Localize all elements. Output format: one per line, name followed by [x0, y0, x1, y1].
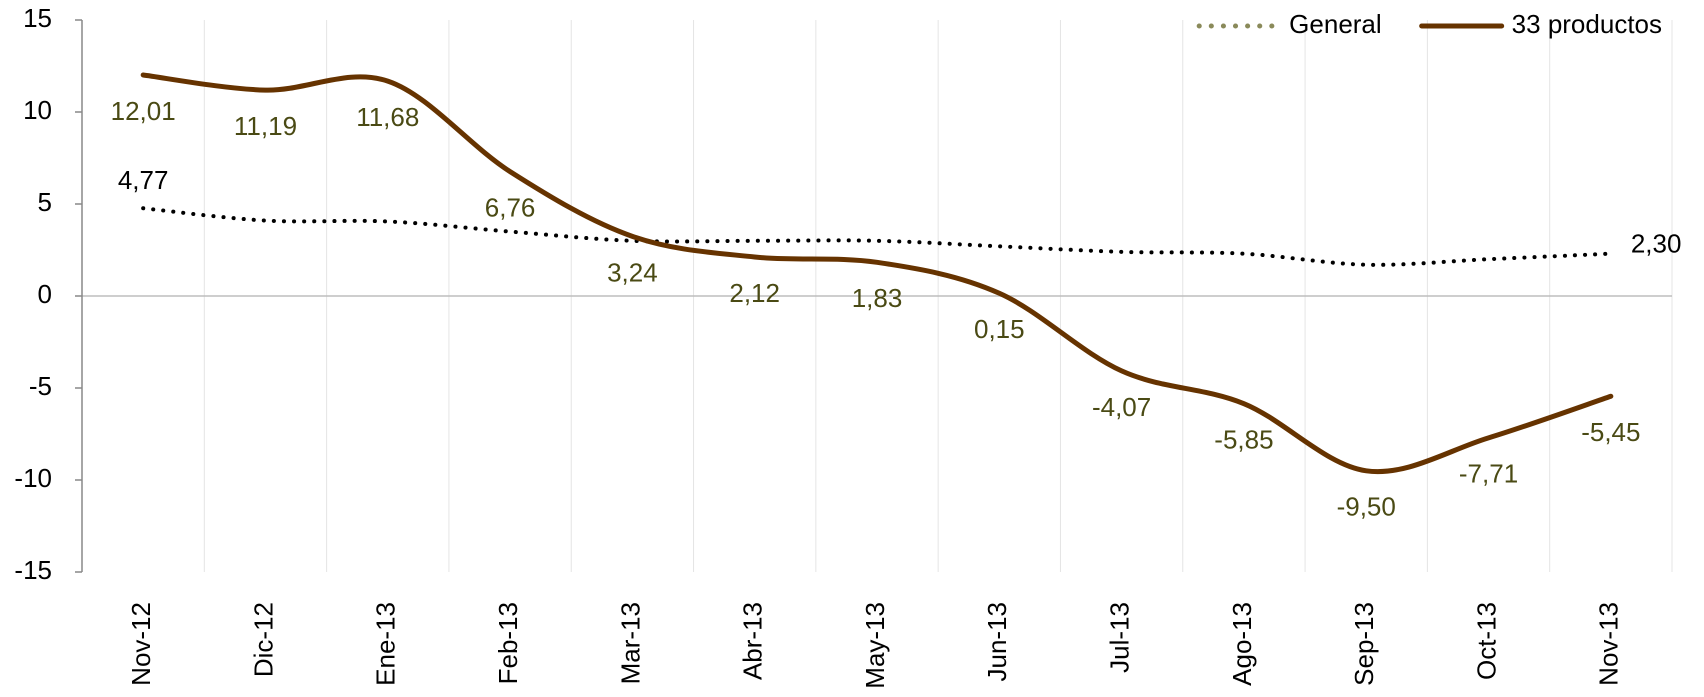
x-tick-label: Oct-13 [1471, 602, 1501, 680]
y-tick-label: -15 [14, 555, 52, 585]
data-label: 1,83 [852, 283, 903, 313]
data-label: 11,19 [234, 111, 297, 141]
series-line [141, 206, 1613, 267]
x-tick-label: Nov-13 [1594, 602, 1624, 686]
data-label: 11,68 [356, 102, 419, 132]
x-tick-label: Dic-12 [248, 602, 278, 677]
x-tick-label: Abr-13 [738, 602, 768, 680]
y-tick-label: 0 [38, 279, 52, 309]
data-label: 2,30 [1631, 229, 1682, 259]
x-tick-label: Nov-12 [126, 602, 156, 686]
x-tick-label: Ene-13 [371, 602, 401, 686]
x-tick-label: May-13 [860, 602, 890, 689]
x-tick-label: Ago-13 [1227, 602, 1257, 686]
data-label: -9,50 [1337, 492, 1396, 522]
y-tick-label: 15 [23, 3, 52, 33]
data-label: -4,07 [1092, 392, 1151, 422]
y-tick-label: -5 [29, 371, 52, 401]
data-label: 0,15 [974, 314, 1025, 344]
x-tick-label: Jun-13 [982, 602, 1012, 682]
data-label: -5,45 [1581, 417, 1640, 447]
data-label: 2,12 [729, 278, 780, 308]
x-tick-label: Jul-13 [1104, 602, 1134, 673]
data-label: 4,77 [118, 165, 169, 195]
legend-label: General [1289, 9, 1382, 39]
data-label: 12,01 [111, 96, 176, 126]
series-line [140, 72, 1614, 475]
y-tick-label: -10 [14, 463, 52, 493]
data-label: -5,85 [1214, 425, 1273, 455]
x-tick-label: Mar-13 [615, 602, 645, 684]
y-tick-label: 10 [23, 95, 52, 125]
y-tick-label: 5 [38, 187, 52, 217]
legend-label: 33 productos [1512, 9, 1662, 39]
data-label: 3,24 [607, 257, 658, 287]
data-label: -7,71 [1459, 459, 1518, 489]
x-tick-label: Sep-13 [1349, 602, 1379, 686]
data-label: 6,76 [485, 192, 536, 222]
x-tick-label: Feb-13 [493, 602, 523, 684]
